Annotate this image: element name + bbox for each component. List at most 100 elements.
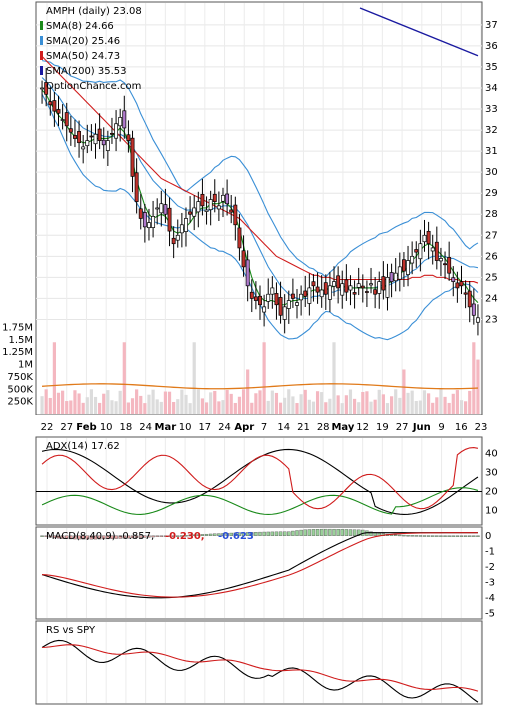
volume-bar bbox=[61, 390, 65, 414]
candle-body bbox=[155, 207, 160, 210]
candle-body bbox=[348, 285, 353, 291]
candle-body bbox=[85, 140, 90, 147]
candle-body bbox=[340, 283, 345, 296]
legend-sma200: SMA(200) 35.53 bbox=[46, 66, 127, 77]
candle-body bbox=[159, 203, 164, 214]
volume-bar bbox=[365, 391, 369, 414]
volume-bar bbox=[184, 394, 188, 414]
volume-bar bbox=[394, 389, 398, 414]
volume-bar bbox=[196, 389, 200, 414]
volume-bar bbox=[147, 394, 151, 414]
macd-histogram-bar bbox=[303, 529, 307, 536]
candle-body bbox=[274, 293, 279, 306]
candle-body bbox=[196, 201, 201, 213]
candle-body bbox=[426, 230, 431, 245]
volume-bar bbox=[77, 393, 81, 414]
macd-histogram-bar bbox=[463, 535, 468, 537]
candle-body bbox=[44, 82, 49, 95]
macd-histogram-bar bbox=[118, 535, 122, 539]
macd-histogram-bar bbox=[344, 529, 349, 536]
legend-sma20: SMA(20) 25.46 bbox=[46, 36, 120, 47]
macd-histogram-bar bbox=[143, 535, 147, 538]
volume-average-line bbox=[42, 383, 478, 390]
volume-bar bbox=[283, 397, 287, 414]
candle-body bbox=[373, 289, 378, 295]
macd-tick-label: -3 bbox=[485, 577, 495, 588]
macd-histogram-bar bbox=[204, 533, 209, 536]
date-axis-strip bbox=[0, 415, 526, 435]
macd-histogram-bar bbox=[217, 533, 221, 536]
candle-body bbox=[134, 172, 139, 202]
date-tick-label: 9 bbox=[438, 422, 444, 433]
candle-body bbox=[377, 281, 382, 294]
macd-histogram-bar bbox=[410, 535, 414, 537]
volume-bar bbox=[389, 396, 394, 414]
macd-histogram-bar bbox=[192, 534, 196, 537]
volume-bar bbox=[431, 402, 435, 414]
macd-histogram-bar bbox=[44, 535, 48, 537]
candle-body bbox=[130, 137, 135, 177]
volume-bar bbox=[340, 403, 344, 414]
candle-body bbox=[434, 241, 439, 261]
candle-body bbox=[369, 283, 373, 286]
date-tick-label: 14 bbox=[277, 422, 290, 433]
volume-bar bbox=[126, 402, 131, 414]
candle-body bbox=[270, 287, 275, 295]
volume-bar bbox=[459, 400, 464, 414]
macd-histogram-bar bbox=[221, 533, 225, 536]
macd-histogram-bar bbox=[122, 535, 126, 539]
candle-body bbox=[418, 243, 423, 260]
candle-body bbox=[447, 257, 452, 274]
macd-histogram-bar bbox=[73, 535, 77, 540]
price-tick-label: 28 bbox=[485, 209, 498, 220]
volume-bar bbox=[65, 401, 69, 414]
volume-bars bbox=[40, 342, 480, 414]
candle-body bbox=[401, 259, 406, 272]
macd-histogram-bar bbox=[468, 535, 472, 537]
macd-histogram-bar bbox=[180, 535, 184, 537]
macd-histogram-bar bbox=[250, 532, 254, 536]
price-tick-label: 25 bbox=[485, 272, 498, 283]
volume-bar bbox=[200, 398, 205, 414]
macd-histogram-bar bbox=[229, 532, 233, 536]
volume-bar bbox=[332, 342, 336, 414]
macd-histogram-bar bbox=[398, 534, 402, 537]
macd-histogram-bar bbox=[151, 535, 155, 538]
candle-body bbox=[295, 302, 299, 306]
candle-body bbox=[389, 272, 394, 282]
macd-histogram-bar bbox=[340, 529, 344, 536]
macd-histogram-bar bbox=[455, 535, 460, 537]
rs-panel-frame bbox=[35, 620, 483, 705]
macd-histogram-bar bbox=[369, 531, 373, 536]
macd-histogram-bar bbox=[155, 535, 159, 537]
legend-sma8: SMA(8) 24.66 bbox=[46, 21, 114, 32]
macd-histogram-bar bbox=[40, 535, 44, 537]
macd-histogram-bar bbox=[208, 533, 213, 536]
macd-histogram-bar bbox=[315, 529, 320, 536]
adx-title: ADX(14) 17.62 bbox=[46, 441, 120, 452]
candle-body bbox=[299, 293, 304, 301]
adx-tick-label: 10 bbox=[485, 506, 498, 517]
volume-bar bbox=[258, 390, 262, 414]
macd-histogram-bar bbox=[225, 533, 229, 536]
macd-histogram-bar bbox=[435, 535, 439, 537]
volume-bar bbox=[163, 391, 168, 414]
candle-body bbox=[171, 237, 176, 245]
volume-bar bbox=[40, 396, 44, 414]
macd-histogram-bar bbox=[130, 535, 135, 539]
candle-body bbox=[97, 128, 102, 141]
volume-tick-label: 1.5M bbox=[8, 335, 33, 346]
volume-bar bbox=[73, 390, 77, 414]
macd-histogram-bar bbox=[426, 535, 431, 537]
candle-body bbox=[406, 260, 410, 275]
macd-histogram-bar bbox=[167, 535, 172, 537]
candle-body bbox=[48, 101, 53, 106]
macd-histogram-bar bbox=[106, 535, 110, 540]
volume-bar bbox=[315, 391, 320, 414]
watermark: OptionChance.com bbox=[46, 81, 141, 92]
macd-panel-frame bbox=[35, 526, 483, 620]
volume-bar bbox=[352, 398, 357, 414]
volume-bar bbox=[192, 342, 196, 414]
volume-bar bbox=[122, 342, 126, 414]
candle-body bbox=[245, 259, 250, 287]
